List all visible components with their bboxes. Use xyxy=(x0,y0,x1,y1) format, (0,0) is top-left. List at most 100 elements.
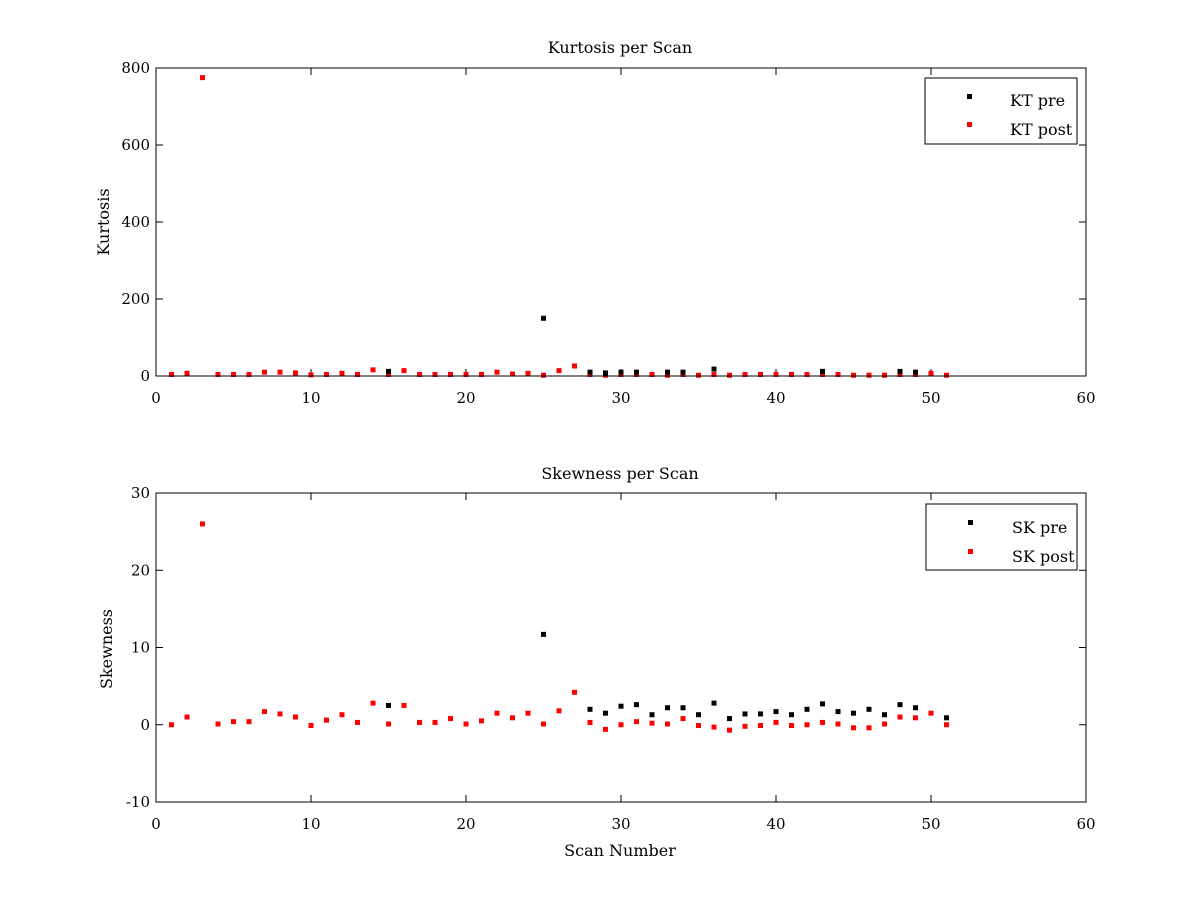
sk-pre-point xyxy=(603,710,608,716)
kt-post-point xyxy=(355,371,360,377)
sk-pre-point xyxy=(820,701,825,707)
kt-post-point xyxy=(727,372,732,378)
kt-post-point xyxy=(324,371,329,377)
kt-post-point xyxy=(758,371,763,377)
skewness-ytick-label: 30 xyxy=(131,484,150,502)
skewness-legend-box xyxy=(925,503,1078,571)
kt-post-point xyxy=(215,371,221,377)
kurtosis-xtick-label: 20 xyxy=(456,389,475,407)
skewness-ytick-label: -10 xyxy=(126,793,150,811)
kt-post-point xyxy=(432,371,438,377)
sk-post-point xyxy=(758,723,763,729)
kt-post-point xyxy=(386,371,391,377)
sk-post-point xyxy=(851,725,856,731)
sk-post-point xyxy=(525,710,531,716)
sk-pre-point xyxy=(618,703,624,709)
kt-post-point xyxy=(820,371,825,377)
kurtosis-xtick-label: 30 xyxy=(611,389,630,407)
sk-pre-point xyxy=(804,706,810,712)
kt-post-point xyxy=(479,371,484,377)
kt-pre-point xyxy=(665,369,670,375)
kt-post-point xyxy=(665,372,670,378)
skewness-xtick-label: 50 xyxy=(921,815,940,833)
kt-post-point xyxy=(572,363,577,369)
kurtosis-subplot: Kurtosis per Scan Kurtosis 0 10 20 30 40 50 60… xyxy=(94,38,1096,407)
kurtosis-ylabel: Kurtosis xyxy=(94,188,113,255)
kurtosis-marks xyxy=(169,75,949,378)
sk-post-point xyxy=(804,722,810,728)
sk-pre-point xyxy=(835,709,841,715)
kt-pre-point xyxy=(820,368,825,374)
skewness-xtick-label: 20 xyxy=(456,815,475,833)
kt-post-point xyxy=(866,372,872,378)
skewness-marks xyxy=(169,521,949,733)
kt-post-point xyxy=(293,370,298,376)
kurtosis-legend: KT pre KT post xyxy=(924,77,1078,145)
kt-post-point xyxy=(184,370,190,376)
skewness-xtick-label: 40 xyxy=(766,815,785,833)
kt-pre-point xyxy=(541,315,546,321)
kt-pre-point xyxy=(603,370,608,376)
kt-pre-point xyxy=(587,369,593,375)
kt-pre-point xyxy=(634,369,639,375)
kt-post-point xyxy=(742,371,748,377)
sk-pre-point xyxy=(680,705,686,711)
sk-post-point xyxy=(277,711,283,717)
sk-post-point xyxy=(293,714,298,720)
sk-post-point xyxy=(897,714,903,720)
kurtosis-xtick-label: 0 xyxy=(151,389,161,407)
kurtosis-ytick-label: 0 xyxy=(140,367,150,385)
sk-pre-point xyxy=(587,706,593,712)
skewness-ylabel: Skewness xyxy=(97,609,116,689)
skewness-axes-frame xyxy=(155,492,1087,803)
sk-pre-point xyxy=(742,711,748,717)
sk-post-point xyxy=(215,721,221,727)
sk-post-point xyxy=(680,716,686,722)
kurtosis-axes-frame xyxy=(155,67,1087,377)
sk-post-point xyxy=(773,719,779,725)
sk-post-point xyxy=(184,714,190,720)
sk-post-point xyxy=(479,718,484,724)
kt-pre-legend-label: KT pre xyxy=(1010,91,1065,110)
sk-pre-point xyxy=(727,716,732,722)
skewness-xtick-label: 10 xyxy=(301,815,320,833)
kt-pre-point xyxy=(913,369,918,375)
kt-post-point xyxy=(200,75,205,81)
kt-post-legend-label: KT post xyxy=(1010,120,1073,139)
skewness-title: Skewness per Scan xyxy=(541,464,698,483)
sk-post-point xyxy=(727,727,732,733)
sk-post-point xyxy=(200,521,205,527)
kt-post-point xyxy=(835,371,841,377)
sk-pre-legend-marker xyxy=(968,520,973,525)
sk-post-point xyxy=(820,719,825,725)
kt-post-point xyxy=(882,372,887,378)
sk-post-point xyxy=(308,723,314,729)
sk-post-legend-label: SK post xyxy=(1012,547,1075,566)
sk-post-point xyxy=(448,716,453,722)
kt-post-point xyxy=(494,369,500,375)
sk-post-point xyxy=(665,721,670,727)
sk-pre-point xyxy=(773,709,779,715)
kurtosis-title: Kurtosis per Scan xyxy=(548,38,692,57)
kt-post-point xyxy=(448,371,453,377)
kt-pre-point xyxy=(711,366,717,372)
sk-pre-point xyxy=(665,705,670,711)
kt-post-point xyxy=(339,370,345,376)
kurtosis-legend-box xyxy=(924,77,1078,145)
sk-post-point xyxy=(649,720,655,726)
kt-post-point xyxy=(417,371,422,377)
sk-post-point xyxy=(835,721,841,727)
sk-post-point xyxy=(882,721,887,727)
kurtosis-xtick-label: 50 xyxy=(921,389,940,407)
kt-post-point xyxy=(928,370,934,376)
skewness-ytick-label: 0 xyxy=(140,716,150,734)
kt-post-point xyxy=(231,371,236,377)
sk-post-point xyxy=(432,719,438,725)
sk-post-point xyxy=(417,719,422,725)
skewness-legend: SK pre SK post xyxy=(925,503,1078,571)
sk-post-point xyxy=(742,723,748,729)
sk-post-point xyxy=(510,715,515,721)
sk-pre-point xyxy=(897,702,903,708)
kt-post-point xyxy=(696,372,701,378)
